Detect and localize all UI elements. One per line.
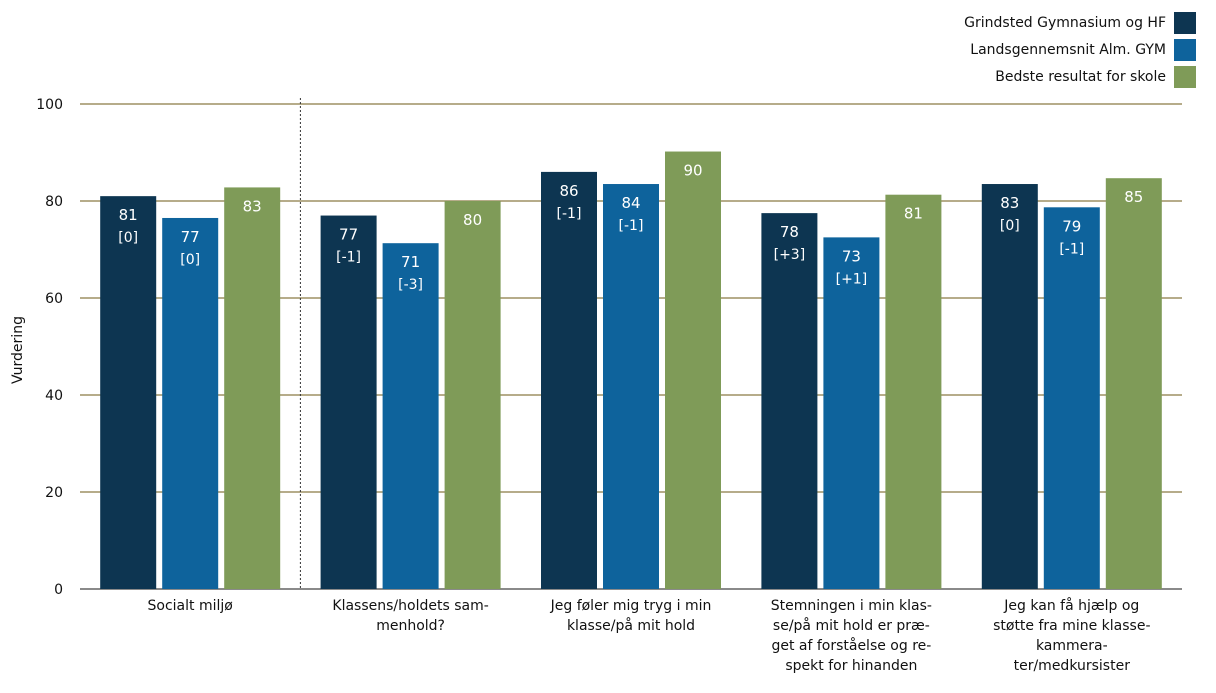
bar-change-label: [0]	[118, 230, 138, 246]
y-tick-label: 40	[45, 388, 63, 404]
x-tick-label: Stemningen i min klas-se/på mit hold er …	[751, 596, 951, 676]
x-tick-label-line: get af forståelse og re-	[771, 638, 932, 654]
legend-item: Bedste resultat for skole	[964, 64, 1196, 90]
bar-change-label: [-3]	[398, 277, 423, 293]
bar	[162, 217, 219, 589]
legend-swatch	[1174, 39, 1196, 61]
bar-value-label: 86	[559, 182, 578, 200]
y-tick-label: 20	[45, 485, 63, 501]
legend-item: Landsgennemsnit Alm. GYM	[964, 37, 1196, 63]
x-tick-label-line: ter/medkursister	[1013, 658, 1130, 674]
x-tick-label-line: Jeg føler mig tryg i min	[550, 598, 712, 614]
legend-swatch	[1174, 12, 1196, 34]
bar	[541, 171, 597, 589]
y-tick-label: 60	[45, 291, 63, 307]
bar	[1043, 207, 1100, 589]
bar-value-label: 81	[904, 205, 923, 223]
bar-value-label: 81	[119, 206, 138, 224]
x-tick-label-line: menhold?	[376, 618, 445, 634]
x-tick-label-line: spekt for hinanden	[785, 658, 918, 674]
bar	[382, 243, 439, 589]
legend-swatch	[1174, 66, 1196, 88]
x-tick-label: Jeg føler mig tryg i min klasse/på mit ho…	[531, 596, 731, 636]
x-tick-label-line: Stemningen i min klas-	[770, 598, 932, 614]
legend-label: Bedste resultat for skole	[995, 69, 1166, 85]
bar	[320, 215, 377, 590]
legend: Grindsted Gymnasium og HF Landsgennemsnit…	[964, 10, 1196, 91]
x-tick-label: Socialt miljø	[90, 596, 290, 616]
bar	[224, 187, 281, 590]
x-tick-label-line: Klassens/holdets sam-	[332, 598, 489, 614]
bar-value-label: 85	[1124, 188, 1143, 206]
bar-value-label: 84	[621, 194, 640, 212]
y-tick-label: 80	[45, 194, 63, 210]
bar-value-label: 79	[1062, 217, 1081, 235]
x-tick-label-line: se/på mit hold er præ-	[772, 618, 930, 634]
bar-value-label: 83	[1000, 194, 1019, 212]
bar-value-label: 77	[339, 226, 358, 244]
bar-value-label: 73	[842, 247, 861, 265]
x-tick-label: Klassens/holdets sam-menhold?	[311, 596, 511, 636]
bar	[444, 201, 501, 589]
bar-value-label: 77	[181, 228, 200, 246]
x-tick-label-line: støtte fra mine klasse-	[993, 618, 1151, 634]
bar	[981, 184, 1038, 589]
bar-change-label: [-1]	[619, 218, 644, 234]
x-tick-label: Jeg kan få hjælp og støtte fra mine klass…	[972, 596, 1172, 676]
bar-value-label: 78	[780, 223, 799, 241]
bar-value-label: 90	[683, 162, 702, 180]
legend-label: Landsgennemsnit Alm. GYM	[970, 42, 1166, 58]
legend-item: Grindsted Gymnasium og HF	[964, 10, 1196, 36]
bar-value-label: 80	[463, 211, 482, 229]
bar	[823, 237, 880, 589]
bar	[885, 194, 942, 589]
bar	[761, 213, 818, 589]
x-tick-label-line: kammera-	[1035, 638, 1108, 654]
y-axis-label: Vurdering	[10, 316, 26, 384]
y-tick-label: 0	[54, 582, 63, 598]
x-tick-label-line: Jeg kan få hjælp og	[1004, 598, 1140, 614]
x-tick-label-line: klasse/på mit hold	[566, 618, 696, 634]
legend-label: Grindsted Gymnasium og HF	[964, 15, 1166, 31]
y-tick-label: 100	[36, 97, 63, 113]
bar-value-label: 71	[401, 253, 420, 271]
bar-change-label: [-1]	[336, 250, 361, 266]
bar-change-label: [-1]	[1059, 241, 1084, 257]
bar-value-label: 83	[243, 197, 262, 215]
bar-change-label: [0]	[180, 252, 200, 268]
bar-change-label: [0]	[1000, 218, 1020, 234]
bar-change-label: [+1]	[836, 271, 868, 287]
bar	[1105, 178, 1162, 589]
x-tick-label-line: Socialt miljø	[147, 598, 233, 614]
bar	[665, 151, 721, 589]
bar-change-label: [-1]	[557, 206, 582, 222]
bar	[100, 196, 157, 589]
bar-change-label: [+3]	[774, 247, 806, 263]
bar	[603, 184, 659, 589]
